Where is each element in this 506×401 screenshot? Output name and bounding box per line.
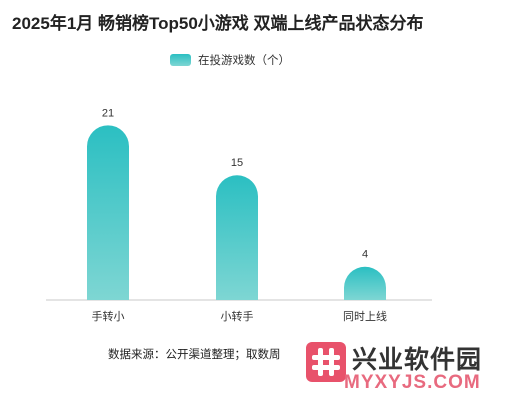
category-label-1: 手转小 [92,309,125,323]
watermark: 兴业软件园 MYXYJS.COM [300,334,506,401]
value-label-2: 15 [231,157,243,169]
legend-swatch [170,54,191,66]
watermark-url: MYXYJS.COM [344,372,481,393]
bar-1 [87,125,129,300]
bar-3 [344,266,386,300]
data-source-note: 数据来源：公开渠道整理；取数周 [108,349,281,361]
chart-title: 2025年1月 畅销榜Top50小游戏 双端上线产品状态分布 [12,14,424,33]
legend: 在投游戏数（个） [170,52,290,68]
bar-2 [216,175,258,300]
hash-logo-icon [306,342,346,382]
category-label-2: 小转手 [221,309,254,323]
value-label-1: 21 [102,107,114,119]
legend-label: 在投游戏数（个） [198,55,290,67]
value-label-3: 4 [362,249,368,261]
category-label-3: 同时上线 [343,309,387,323]
watermark-name: 兴业软件园 [352,346,483,374]
